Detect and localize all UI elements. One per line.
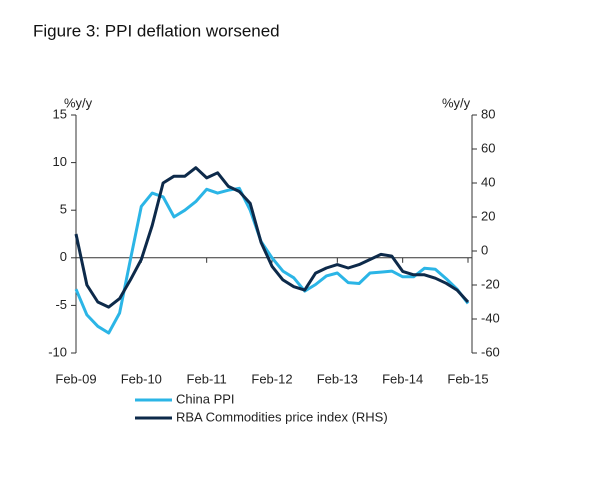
x-tick-label: Feb-15 <box>447 371 488 386</box>
x-tick-label: Feb-12 <box>251 371 292 386</box>
y2-tick-label: 60 <box>481 140 495 155</box>
y-tick-label: 15 <box>53 106 67 121</box>
y2-tick-label: 0 <box>481 242 488 257</box>
y-tick-label: -10 <box>48 344 67 359</box>
series-line <box>74 186 470 335</box>
x-tick-label: Feb-13 <box>317 371 358 386</box>
y2-tick-label: 20 <box>481 208 495 223</box>
y2-tick-label: -40 <box>481 310 500 325</box>
series-line <box>74 166 470 309</box>
y-tick-label: 0 <box>60 249 67 264</box>
legend-label: RBA Commodities price index (RHS) <box>176 409 388 424</box>
x-tick-label: Feb-10 <box>121 371 162 386</box>
y2-tick-label: 80 <box>481 106 495 121</box>
y2-tick-label: -20 <box>481 276 500 291</box>
y2-axis-label: %y/y <box>442 95 471 110</box>
y-tick-label: -5 <box>55 297 67 312</box>
x-tick-label: Feb-11 <box>187 371 227 386</box>
x-tick-label: Feb-09 <box>55 371 96 386</box>
y-tick-label: 10 <box>53 154 67 169</box>
legend-label: China PPI <box>176 391 235 406</box>
y2-tick-label: 40 <box>481 174 495 189</box>
y-axis-label: %y/y <box>64 95 93 110</box>
x-tick-label: Feb-14 <box>382 371 423 386</box>
y-tick-label: 5 <box>60 202 67 217</box>
chart-title: Figure 3: PPI deflation worsened <box>33 21 280 40</box>
y2-tick-label: -60 <box>481 344 500 359</box>
